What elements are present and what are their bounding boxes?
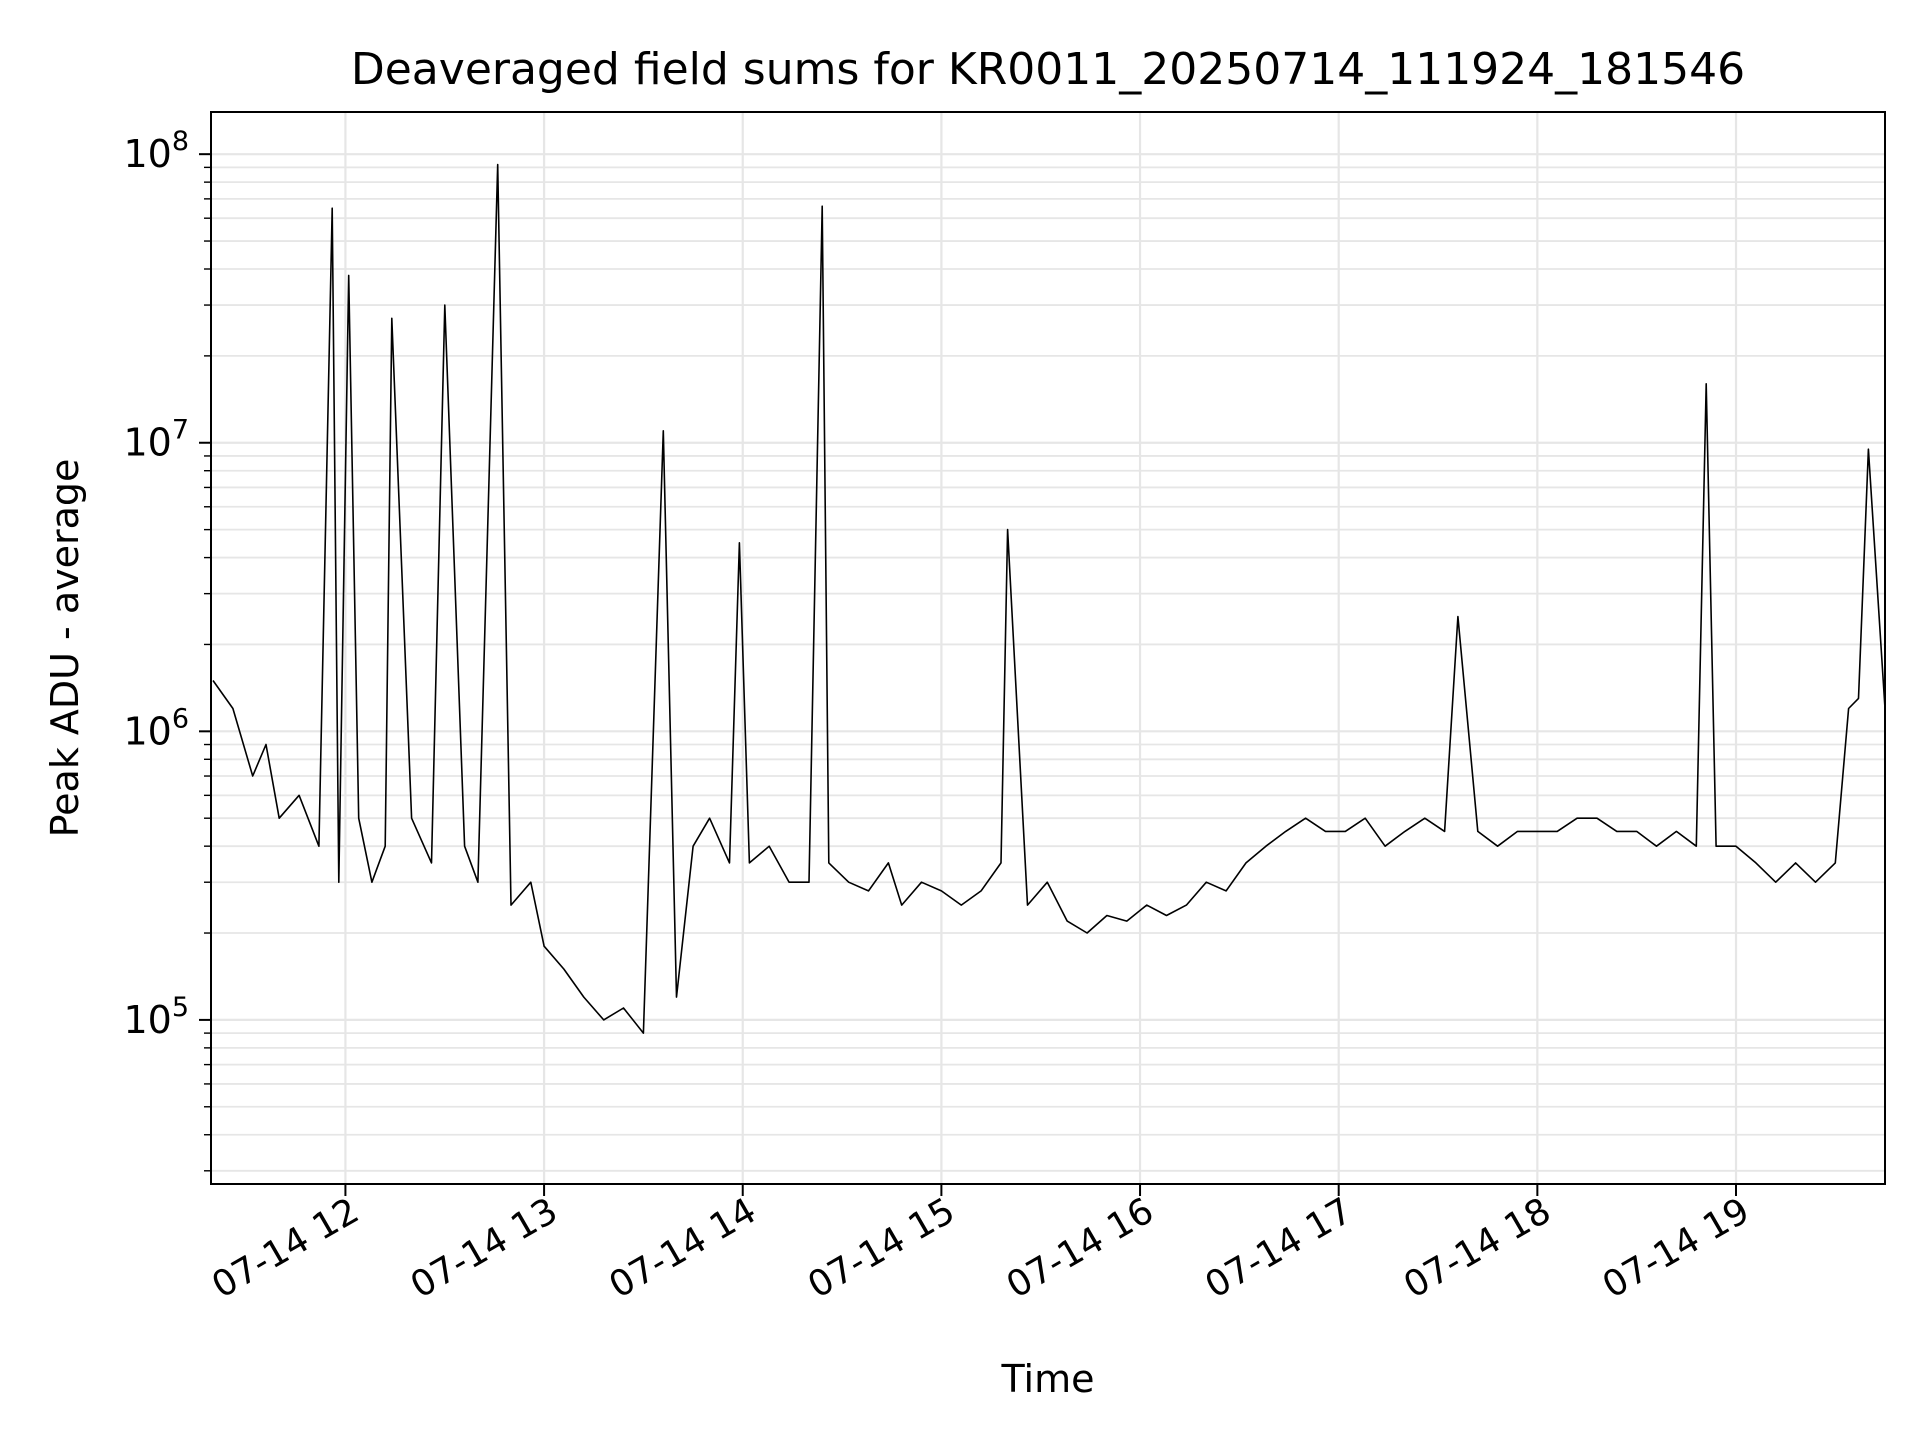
series-line <box>212 163 1886 1034</box>
y-axis-label: Peak ADU - average <box>43 459 87 838</box>
y-tick-label: 108 <box>123 126 189 176</box>
series-layer <box>212 163 1886 1034</box>
y-tick-label: 107 <box>123 415 189 465</box>
y-tick-label: 105 <box>123 992 189 1042</box>
x-axis-label: Time <box>1001 1357 1095 1401</box>
y-tick-label: 106 <box>123 703 189 753</box>
chart-title: Deaveraged field sums for KR0011_2025071… <box>351 44 1745 95</box>
y-axis: 105 106 107 108 <box>123 126 211 1172</box>
plot-frame <box>210 111 1886 1185</box>
